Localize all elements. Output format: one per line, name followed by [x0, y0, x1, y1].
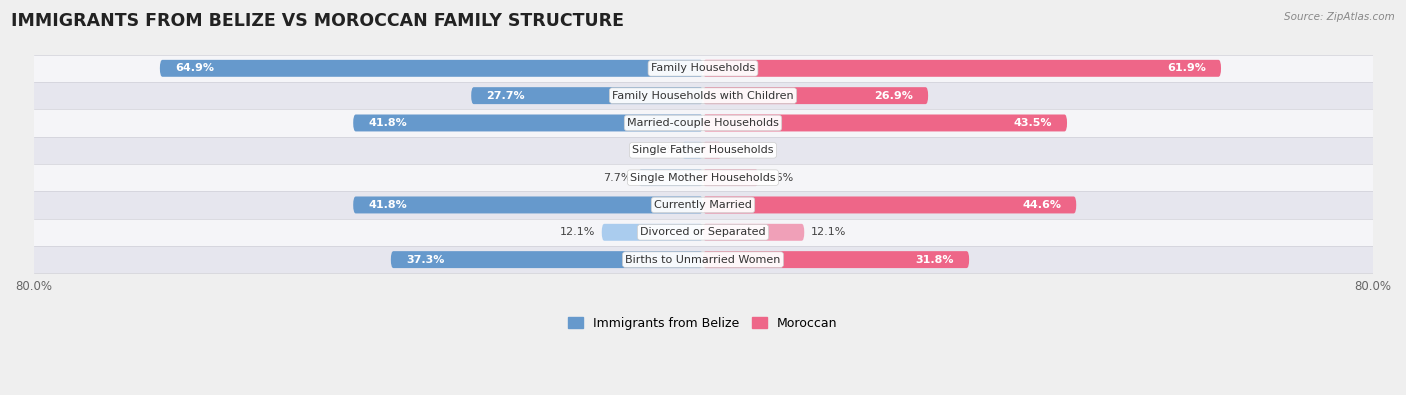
Text: Divorced or Separated: Divorced or Separated — [640, 227, 766, 237]
Text: 27.7%: 27.7% — [486, 90, 524, 101]
Text: 43.5%: 43.5% — [1014, 118, 1052, 128]
FancyBboxPatch shape — [353, 115, 703, 132]
FancyBboxPatch shape — [34, 137, 1372, 164]
Text: Family Households: Family Households — [651, 63, 755, 73]
Text: 37.3%: 37.3% — [406, 255, 444, 265]
Text: Family Households with Children: Family Households with Children — [612, 90, 794, 101]
Text: 31.8%: 31.8% — [915, 255, 955, 265]
FancyBboxPatch shape — [353, 196, 703, 213]
FancyBboxPatch shape — [703, 87, 928, 104]
Text: 6.6%: 6.6% — [765, 173, 793, 182]
Text: 64.9%: 64.9% — [174, 63, 214, 73]
Text: 26.9%: 26.9% — [875, 90, 912, 101]
Text: Single Father Households: Single Father Households — [633, 145, 773, 155]
Text: Source: ZipAtlas.com: Source: ZipAtlas.com — [1284, 12, 1395, 22]
FancyBboxPatch shape — [703, 224, 804, 241]
FancyBboxPatch shape — [703, 142, 721, 159]
Text: 41.8%: 41.8% — [368, 118, 406, 128]
Text: Currently Married: Currently Married — [654, 200, 752, 210]
FancyBboxPatch shape — [34, 55, 1372, 82]
Text: 61.9%: 61.9% — [1167, 63, 1206, 73]
FancyBboxPatch shape — [471, 87, 703, 104]
Text: 2.5%: 2.5% — [647, 145, 675, 155]
Text: 12.1%: 12.1% — [811, 227, 846, 237]
Text: 41.8%: 41.8% — [368, 200, 406, 210]
FancyBboxPatch shape — [703, 251, 969, 268]
FancyBboxPatch shape — [34, 164, 1372, 191]
FancyBboxPatch shape — [391, 251, 703, 268]
Text: Births to Unmarried Women: Births to Unmarried Women — [626, 255, 780, 265]
FancyBboxPatch shape — [34, 109, 1372, 137]
Text: 12.1%: 12.1% — [560, 227, 595, 237]
Legend: Immigrants from Belize, Moroccan: Immigrants from Belize, Moroccan — [564, 312, 842, 335]
FancyBboxPatch shape — [602, 224, 703, 241]
FancyBboxPatch shape — [160, 60, 703, 77]
Text: IMMIGRANTS FROM BELIZE VS MOROCCAN FAMILY STRUCTURE: IMMIGRANTS FROM BELIZE VS MOROCCAN FAMIL… — [11, 12, 624, 30]
FancyBboxPatch shape — [703, 169, 758, 186]
Text: 7.7%: 7.7% — [603, 173, 631, 182]
FancyBboxPatch shape — [703, 60, 1220, 77]
FancyBboxPatch shape — [34, 82, 1372, 109]
FancyBboxPatch shape — [34, 246, 1372, 273]
Text: 2.2%: 2.2% — [728, 145, 756, 155]
FancyBboxPatch shape — [682, 142, 703, 159]
Text: 44.6%: 44.6% — [1022, 200, 1062, 210]
FancyBboxPatch shape — [34, 218, 1372, 246]
FancyBboxPatch shape — [34, 191, 1372, 218]
FancyBboxPatch shape — [703, 196, 1076, 213]
Text: Single Mother Households: Single Mother Households — [630, 173, 776, 182]
Text: Married-couple Households: Married-couple Households — [627, 118, 779, 128]
FancyBboxPatch shape — [638, 169, 703, 186]
FancyBboxPatch shape — [703, 115, 1067, 132]
